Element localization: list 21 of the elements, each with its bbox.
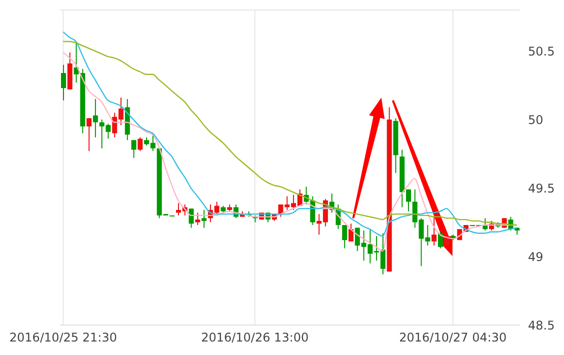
- candlestick: [86, 118, 92, 152]
- candlestick: [195, 212, 200, 226]
- x-tick-label: 2016/10/25 21:30: [9, 330, 117, 345]
- y-tick-label: 49: [528, 250, 544, 264]
- candlestick: [342, 224, 348, 249]
- candlestick: [61, 64, 66, 101]
- y-tick-label: 50.5: [528, 44, 555, 58]
- y-tick-label: 50: [528, 112, 544, 127]
- y-tick-label: 49.5: [528, 181, 555, 196]
- candlestick: [202, 209, 207, 228]
- candlestick: [444, 235, 450, 248]
- candlestick: [138, 136, 143, 152]
- candlestick: [432, 216, 437, 246]
- y-tick-label: 48.5: [528, 318, 555, 332]
- candlestick: [188, 208, 194, 228]
- x-tick-label: 2016/10/26 13:00: [201, 330, 309, 345]
- candlestick: [131, 140, 136, 158]
- candlestick: [438, 231, 443, 249]
- candlestick: [92, 98, 98, 138]
- candlestick: [348, 223, 354, 242]
- x-tick-label: 2016/10/27 04:30: [399, 330, 507, 345]
